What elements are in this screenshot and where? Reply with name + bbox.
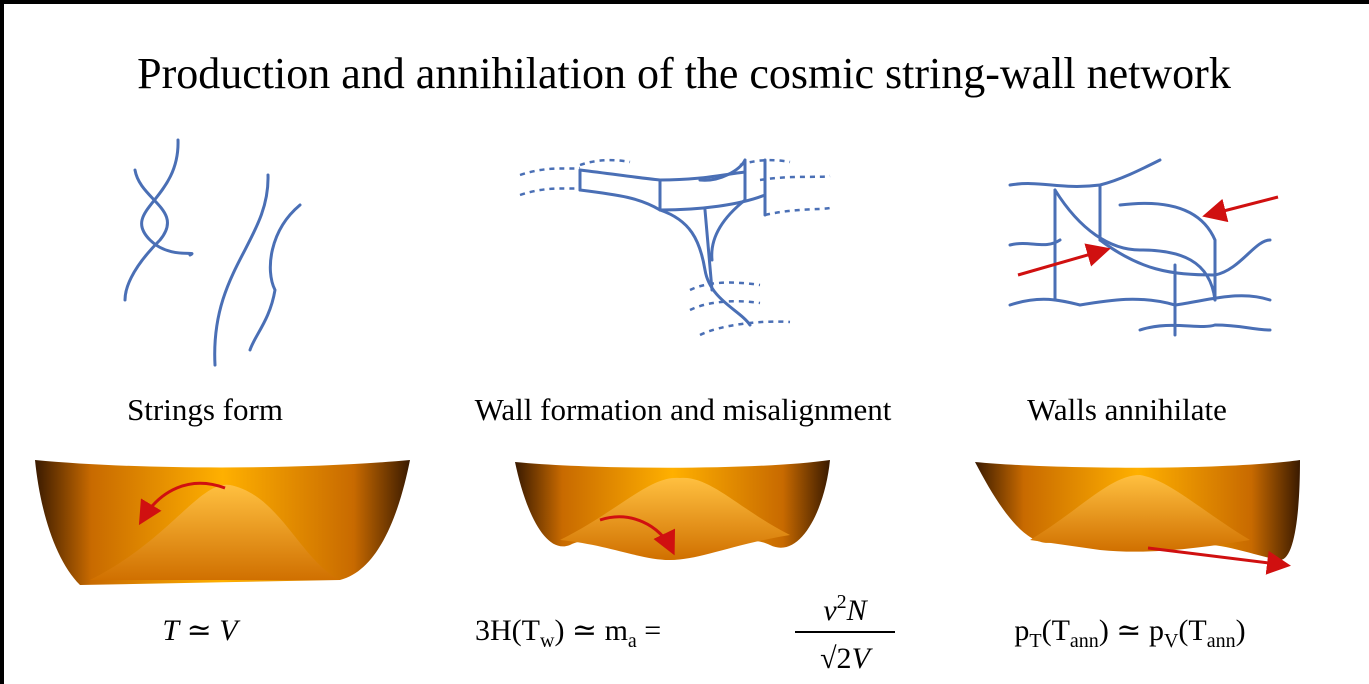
formula-part: V — [219, 614, 241, 647]
annihilation-sketch — [1008, 158, 1279, 337]
formula-part: ) ≃ p — [1099, 614, 1164, 647]
potential-3 — [975, 460, 1300, 575]
stage-label: Strings form — [127, 392, 283, 427]
numerator: v2N — [823, 591, 868, 627]
formula-part: N — [846, 594, 869, 627]
formula-part: 3H(T — [475, 614, 540, 647]
formula-part: a — [628, 630, 637, 652]
formula-part: ≃ — [179, 614, 219, 647]
formula: pT(Tann) ≃ pV(Tann) — [1014, 614, 1245, 652]
formula-part: w — [540, 630, 555, 652]
formula-part: ) ≃ m — [554, 614, 627, 647]
formula-part: T — [1029, 630, 1041, 652]
formula-part: 2 — [837, 591, 847, 613]
formula-part: (T — [1178, 614, 1206, 647]
formula-part: ann — [1070, 630, 1099, 652]
formula-part: V — [852, 642, 874, 675]
formula-part: ann — [1207, 630, 1236, 652]
wall-sketch — [519, 158, 831, 337]
formula-part: (T — [1042, 614, 1070, 647]
formula-lhs: 3H(Tw) ≃ ma = — [475, 614, 661, 652]
formula-part: p — [1014, 614, 1029, 647]
title: Production and annihilation of the cosmi… — [137, 49, 1231, 98]
formula: 3H(Tw) ≃ ma = v2N √2V — [475, 591, 895, 675]
formula-part: V — [1164, 630, 1179, 652]
stage-label: Walls annihilate — [1027, 392, 1227, 427]
strings-sketch — [123, 138, 302, 367]
formula-part: T — [162, 614, 181, 647]
denominator: √2V — [820, 642, 873, 675]
formula-part: √2 — [820, 642, 851, 675]
formula-part: ) — [1236, 614, 1246, 647]
potential-2 — [515, 460, 830, 560]
formula-part: v — [823, 594, 837, 627]
formula: T ≃ V — [162, 614, 241, 647]
potential-1 — [35, 460, 410, 585]
formula-part: = — [637, 614, 661, 647]
stage-label: Wall formation and misalignment — [475, 392, 892, 427]
